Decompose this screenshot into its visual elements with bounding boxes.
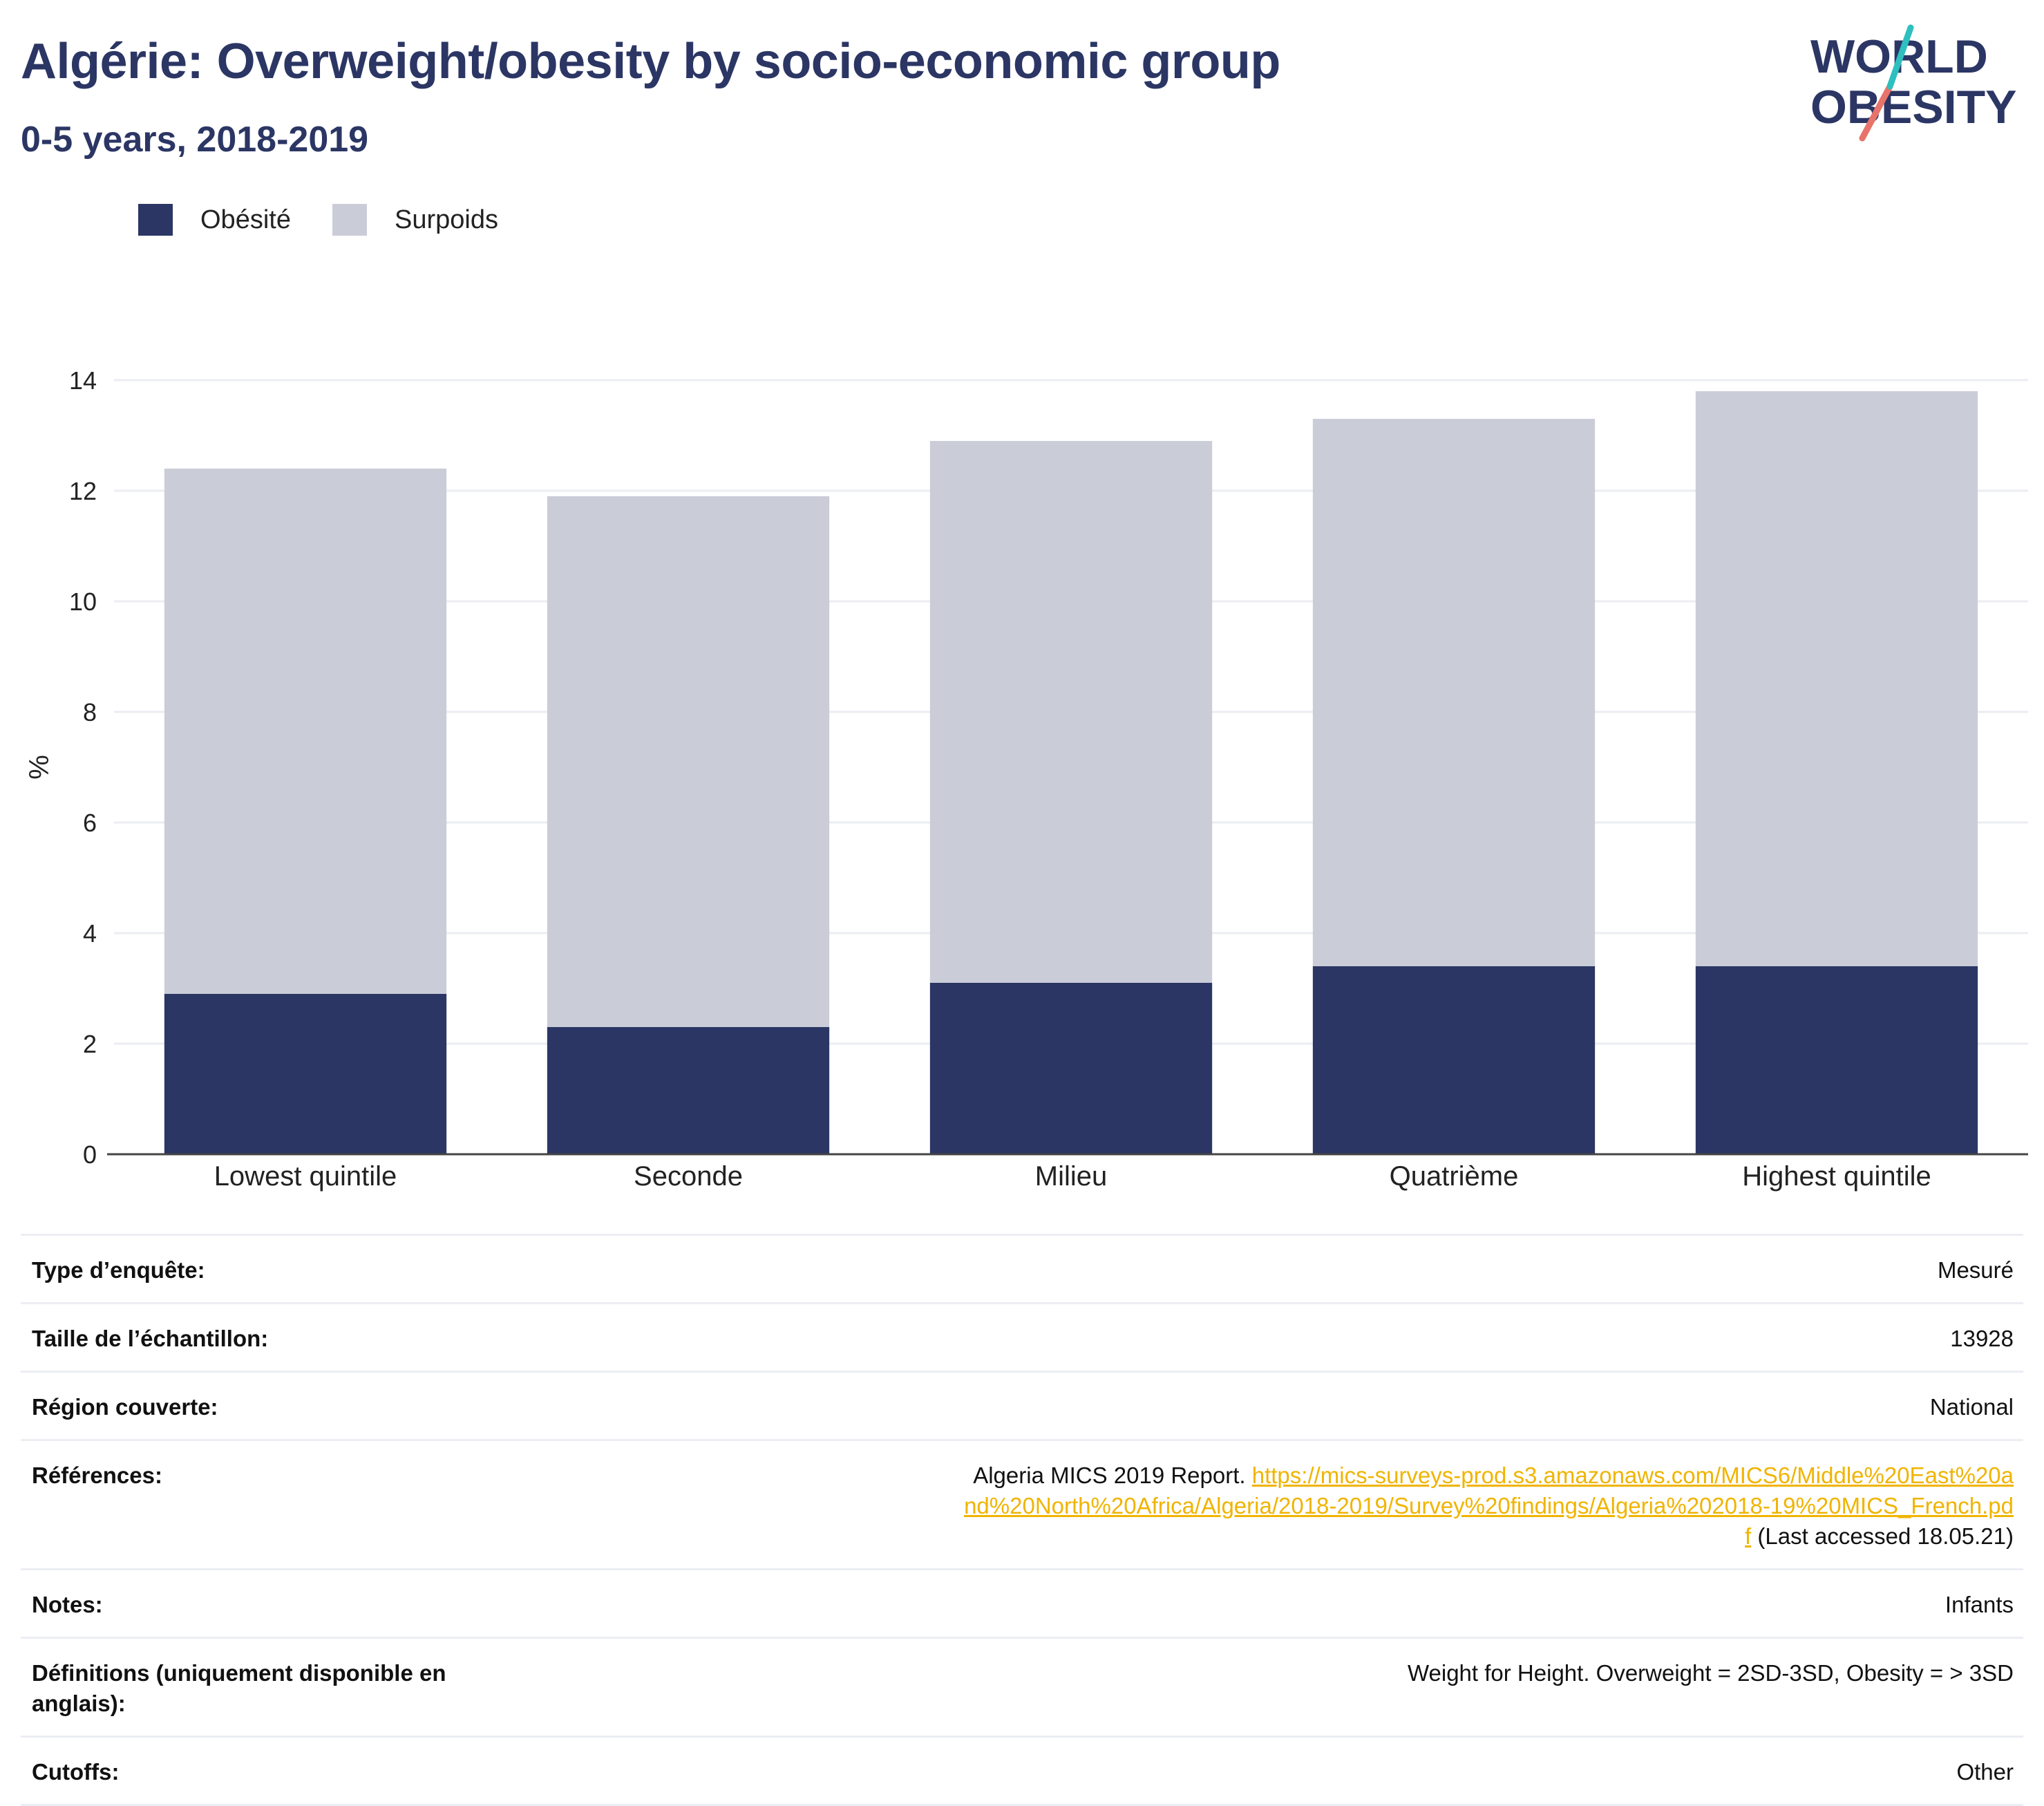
legend-swatch-obesity — [138, 204, 173, 236]
legend-item-obesity[interactable]: Obésité — [138, 204, 291, 236]
bar-overweight — [929, 441, 1213, 983]
y-tick-label: 0 — [83, 1140, 97, 1169]
meta-row-references: Références: Algeria MICS 2019 Report. ht… — [21, 1439, 2023, 1568]
chart-subtitle: 0-5 years, 2018-2019 — [21, 120, 369, 160]
meta-label: Notes: — [32, 1592, 103, 1617]
meta-value: National — [1929, 1394, 2014, 1420]
bar-overweight — [1312, 419, 1596, 966]
meta-label: Références: — [32, 1462, 162, 1488]
y-tick-label: 10 — [69, 587, 97, 616]
meta-value: Mesuré — [1937, 1257, 2014, 1283]
x-tick-label: Lowest quintile — [214, 1161, 397, 1192]
svg-text:OBESITY: OBESITY — [1810, 81, 2017, 133]
meta-value: 13928 — [1950, 1326, 2014, 1351]
legend-label-obesity: Obésité — [200, 205, 291, 234]
bar-obesity — [1312, 966, 1596, 1154]
bar-obesity — [547, 1027, 830, 1154]
legend-swatch-overweight — [332, 204, 367, 236]
x-tick-label: Seconde — [634, 1161, 743, 1192]
reference-text: Algeria MICS 2019 Report. — [973, 1462, 1252, 1488]
chart-title: Algérie: Overweight/obesity by socio-eco… — [21, 34, 1280, 89]
y-tick-label: 4 — [83, 919, 97, 948]
y-tick-label: 8 — [83, 698, 97, 726]
meta-row-region: Région couverte: National — [21, 1371, 2023, 1439]
meta-row-survey-type: Type d’enquête: Mesuré — [21, 1234, 2023, 1302]
bar-obesity — [1695, 966, 1978, 1154]
meta-label: Type d’enquête: — [32, 1257, 205, 1283]
y-tick-label: 12 — [69, 477, 97, 505]
meta-label: Définitions (uniquement disponible en an… — [32, 1660, 446, 1716]
meta-value: Weight for Height. Overweight = 2SD-3SD,… — [1407, 1660, 2014, 1686]
meta-value: Infants — [1944, 1592, 2014, 1617]
world-obesity-logo: WORLD OBESITY — [1810, 24, 2017, 142]
survey-metadata-table: Type d’enquête: Mesuré Taille de l’échan… — [21, 1234, 2023, 1806]
y-tick-label: 6 — [83, 809, 97, 837]
meta-value-references: Algeria MICS 2019 Report. https://mics-s… — [963, 1460, 2014, 1552]
y-axis-label: % — [24, 755, 55, 780]
y-tick-label: 14 — [69, 366, 97, 395]
meta-label: Cutoffs: — [32, 1759, 120, 1785]
bar-obesity — [164, 994, 447, 1154]
stacked-bar-chart: 0 2 4 6 8 10 12 14% Lowest quintile Seconde Milieu… — [24, 366, 2028, 1192]
legend-item-overweight[interactable]: Surpoids — [332, 204, 498, 236]
legend-label-overweight: Surpoids — [394, 205, 498, 234]
meta-value: Other — [1956, 1759, 2014, 1785]
bar-overweight — [1695, 391, 1978, 966]
meta-label: Région couverte: — [32, 1394, 218, 1420]
reference-accessed: (Last accessed 18.05.21) — [1751, 1523, 2014, 1549]
meta-row-definitions: Définitions (uniquement disponible en an… — [21, 1637, 2023, 1736]
bar-overweight — [164, 469, 447, 994]
meta-row-sample-size: Taille de l’échantillon: 13928 — [21, 1302, 2023, 1371]
reference-link[interactable]: https://mics-surveys-prod.s3.amazonaws.c… — [964, 1462, 2014, 1549]
bar-obesity — [929, 983, 1213, 1154]
meta-row-cutoffs: Cutoffs: Other — [21, 1736, 2023, 1806]
x-tick-label: Highest quintile — [1742, 1161, 1931, 1192]
bar-overweight — [547, 496, 830, 1027]
y-tick-label: 2 — [83, 1030, 97, 1058]
meta-row-notes: Notes: Infants — [21, 1568, 2023, 1637]
x-tick-label: Quatrième — [1390, 1161, 1519, 1192]
meta-label: Taille de l’échantillon: — [32, 1326, 269, 1351]
chart-legend: Obésité Surpoids — [138, 204, 540, 236]
x-tick-label: Milieu — [1035, 1161, 1107, 1192]
